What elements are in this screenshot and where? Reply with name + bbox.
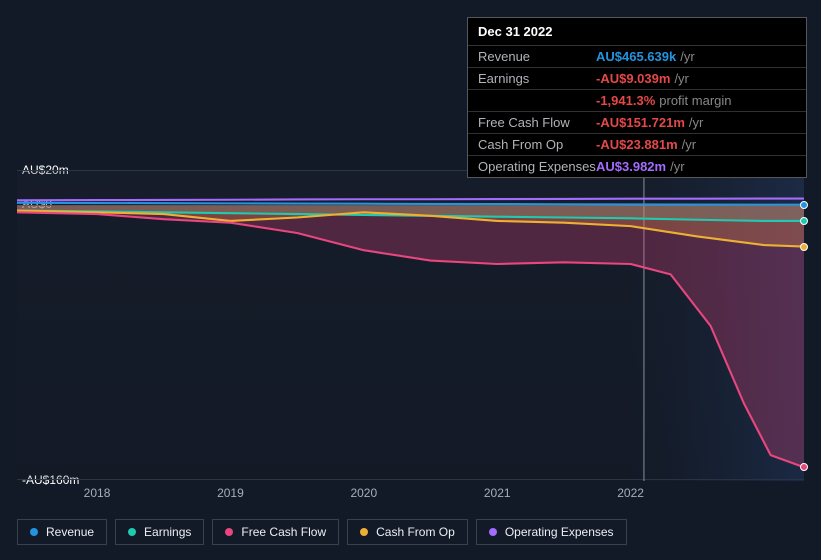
tooltip-value: AU$3.982m	[596, 159, 666, 174]
chart-area[interactable]: AU$20mAU$0-AU$160m 20182019202020212022	[17, 158, 804, 503]
legend-label: Cash From Op	[376, 525, 455, 539]
x-axis-label: 2022	[617, 486, 644, 500]
legend-label: Free Cash Flow	[241, 525, 326, 539]
x-axis-labels: 2018 2019 2020 2021 2022	[17, 486, 804, 504]
x-axis-label: 2018	[84, 486, 111, 500]
tooltip-label: Operating Expenses	[478, 159, 596, 174]
tooltip-rows: RevenueAU$465.639k/yrEarnings-AU$9.039m/…	[468, 46, 806, 177]
legend-dot-icon	[489, 528, 497, 536]
tooltip-label: Earnings	[478, 71, 596, 86]
tooltip-unit: /yr	[680, 49, 694, 64]
marker-cash-from-op	[800, 243, 808, 251]
legend-item-operating-expenses[interactable]: Operating Expenses	[476, 519, 627, 545]
tooltip-value: AU$465.639k	[596, 49, 676, 64]
tooltip-unit: /yr	[689, 115, 703, 130]
tooltip-value: -AU$23.881m	[596, 137, 678, 152]
tooltip-row: -1,941.3% profit margin	[468, 90, 806, 112]
tooltip-unit: /yr	[682, 137, 696, 152]
hover-tooltip: Dec 31 2022 RevenueAU$465.639k/yrEarning…	[467, 17, 807, 178]
tooltip-value: -AU$9.039m	[596, 71, 670, 86]
tooltip-row: Operating ExpensesAU$3.982m/yr	[468, 156, 806, 177]
x-axis-label: 2019	[217, 486, 244, 500]
marker-revenue	[800, 201, 808, 209]
marker-free-cash-flow	[800, 463, 808, 471]
marker-earnings	[800, 217, 808, 225]
tooltip-label	[478, 93, 596, 108]
tooltip-date: Dec 31 2022	[468, 18, 806, 46]
tooltip-label: Free Cash Flow	[478, 115, 596, 130]
legend-item-free-cash-flow[interactable]: Free Cash Flow	[212, 519, 339, 545]
legend-item-cash-from-op[interactable]: Cash From Op	[347, 519, 468, 545]
tooltip-row: RevenueAU$465.639k/yr	[468, 46, 806, 68]
tooltip-row: Earnings-AU$9.039m/yr	[468, 68, 806, 90]
legend-dot-icon	[225, 528, 233, 536]
tooltip-unit: /yr	[674, 71, 688, 86]
plot-region[interactable]	[17, 170, 804, 480]
legend-dot-icon	[128, 528, 136, 536]
legend-item-revenue[interactable]: Revenue	[17, 519, 107, 545]
legend-dot-icon	[360, 528, 368, 536]
tooltip-label: Revenue	[478, 49, 596, 64]
legend-label: Revenue	[46, 525, 94, 539]
legend-label: Operating Expenses	[505, 525, 614, 539]
tooltip-row: Free Cash Flow-AU$151.721m/yr	[468, 112, 806, 134]
legend-dot-icon	[30, 528, 38, 536]
tooltip-value: -1,941.3%	[596, 93, 655, 108]
tooltip-label: Cash From Op	[478, 137, 596, 152]
tooltip-unit: /yr	[670, 159, 684, 174]
tooltip-value: -AU$151.721m	[596, 115, 685, 130]
legend-item-earnings[interactable]: Earnings	[115, 519, 204, 545]
tooltip-unit: profit margin	[659, 93, 731, 108]
x-axis-label: 2020	[350, 486, 377, 500]
chart-container: Dec 31 2022 RevenueAU$465.639k/yrEarning…	[0, 0, 821, 560]
legend: Revenue Earnings Free Cash Flow Cash From O…	[17, 519, 627, 545]
tooltip-row: Cash From Op-AU$23.881m/yr	[468, 134, 806, 156]
x-axis-label: 2021	[484, 486, 511, 500]
legend-label: Earnings	[144, 525, 191, 539]
